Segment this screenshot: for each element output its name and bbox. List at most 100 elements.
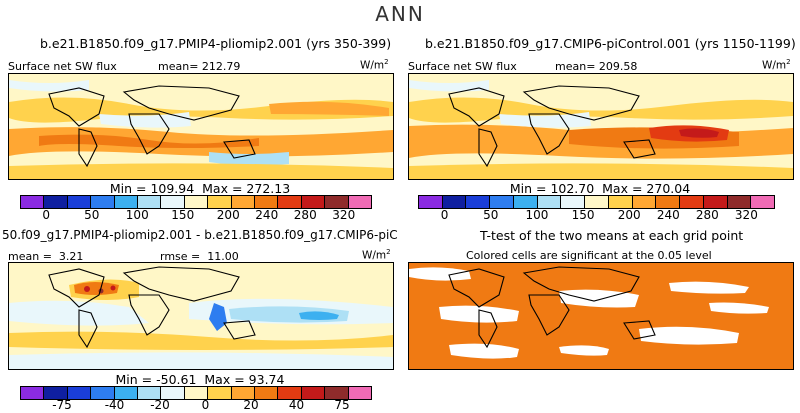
colorbar-tick-label: 0 [440,208,449,222]
colorbar-swatch [255,196,279,208]
colorbar-swatch [184,196,209,208]
colorbar-swatch [301,387,326,399]
colorbar-tick-label: 100 [525,208,549,222]
colorbar-swatch [91,387,115,399]
colorbar-tick-label: 40 [288,398,305,412]
colorbar-tick-label: 75 [334,398,350,412]
colorbar-swatch [325,196,349,208]
mean-label-top-left: mean= 212.79 [158,60,241,73]
colorbar-swatch [561,196,586,208]
colorbar-swatch [727,196,752,208]
map-bottom-right [408,262,794,370]
colorbar-tick-label: 200 [216,208,240,222]
colorbar-tick-label: 150 [171,208,195,222]
colorbar-tick-label: 100 [125,208,149,222]
colorbar-swatch [348,387,372,399]
colorbar-swatch [419,196,443,208]
colorbar-swatch [608,196,633,208]
colorbar-swatch [278,387,302,399]
case-title-top-left: b.e21.B1850.f09_g17.PMIP4-pliomip2.001 (… [40,36,392,51]
colorbar-swatch [325,387,349,399]
colorbar-swatch [490,196,514,208]
minmax-top-left: Min = 109.94 Max = 272.13 [109,181,291,196]
colorbar-swatch [161,196,185,208]
colorbar-swatch [184,387,209,399]
max-value-bottom-left: 93.74 [248,372,285,387]
max-value-top-right: 270.04 [646,181,691,196]
colorbar-tick-label: 320 [734,208,758,222]
colorbar-swatch [161,387,185,399]
colorbar-swatch [442,196,467,208]
colorbar-tick-label: 240 [255,208,279,222]
mean-value-bottom-left: 3.21 [58,250,84,263]
colorbar-tick-label: 320 [332,208,356,222]
colorbar-swatch [231,387,256,399]
colorbar-swatch [751,196,775,208]
colorbar-swatch [632,196,657,208]
colorbar-swatch [44,196,68,208]
rmse-label-bottom-left: rmse = 11.00 [160,250,239,263]
colorbar-swatch [301,196,326,208]
colorbar-tick-label: 280 [293,208,317,222]
minmax-top-right: Min = 102.70 Max = 270.04 [509,181,691,196]
colorbar-ticks-bottom-left: -75 -40 -20 0 20 40 75 [20,398,370,412]
colorbar-top-left [20,195,372,209]
colorbar-swatch [208,387,232,399]
min-value-top-left: 109.94 [150,181,195,196]
colorbar-tick-label: 280 [695,208,719,222]
colorbar-tick-label: -40 [104,398,125,412]
colorbar-swatch [21,196,45,208]
min-value-top-right: 102.70 [550,181,595,196]
mean-value-top-right: 209.58 [598,60,638,73]
colorbar-bottom-left [20,386,372,400]
colorbar-swatch [703,196,728,208]
rmse-value-bottom-left: 11.00 [207,250,239,263]
variable-label-top-right: Surface net SW flux [408,60,517,73]
colorbar-tick-label: -75 [52,398,72,412]
colorbar-tick-label: 20 [243,398,259,412]
colorbar-swatch [513,196,538,208]
colorbar-swatch [466,196,491,208]
map-top-right [408,73,794,180]
colorbar-swatch [114,196,139,208]
colorbar-tick-label: 240 [656,208,680,222]
colorbar-swatch [67,196,92,208]
colorbar-swatch [114,387,139,399]
mean-value-top-left: 212.79 [201,60,241,73]
case-title-bottom-left: 50.f09_g17.PMIP4-pliomip2.001 - b.e21.B1… [2,228,398,242]
colorbar-tick-label: 50 [84,208,100,222]
colorbar-swatch [44,387,68,399]
ttest-title: T-test of the two means at each grid poi… [480,228,744,243]
colorbar-tick-label: 50 [483,208,499,222]
colorbar-tick-label: 0 [201,398,210,412]
colorbar-top-right [418,195,775,209]
case-title-top-right: b.e21.B1850.f09_g17.CMIP6-piControl.001 … [425,36,796,51]
map-top-left [8,73,394,180]
units-bottom-left: W/m2 [362,248,391,262]
map-bottom-left [8,262,394,370]
colorbar-ticks-top-left: 0 50 100 150 200 240 280 320 [20,208,370,222]
colorbar-swatch [138,196,162,208]
colorbar-swatch [138,387,162,399]
colorbar-swatch [656,196,681,208]
max-value-top-left: 272.13 [246,181,291,196]
minmax-bottom-left: Min = -50.61 Max = 93.74 [115,372,285,387]
min-value-bottom-left: -50.61 [156,372,197,387]
colorbar-swatch [21,387,45,399]
colorbar-swatch [680,196,704,208]
ttest-subtitle: Colored cells are significant at the 0.0… [466,249,712,262]
mean-label-bottom-left: mean = 3.21 [8,250,84,263]
colorbar-tick-label: 150 [571,208,595,222]
colorbar-tick-label: -20 [150,398,170,412]
mean-label-top-right: mean= 209.58 [555,60,638,73]
units-top-right: W/m2 [762,58,791,72]
colorbar-swatch [255,387,279,399]
colorbar-ticks-top-right: 0 50 100 150 200 240 280 320 [418,208,773,222]
colorbar-tick-label: 200 [617,208,641,222]
colorbar-swatch [91,196,115,208]
colorbar-swatch [348,196,372,208]
colorbar-swatch [67,387,92,399]
colorbar-swatch [537,196,562,208]
colorbar-tick-label: 0 [42,208,51,222]
colorbar-swatch [208,196,232,208]
